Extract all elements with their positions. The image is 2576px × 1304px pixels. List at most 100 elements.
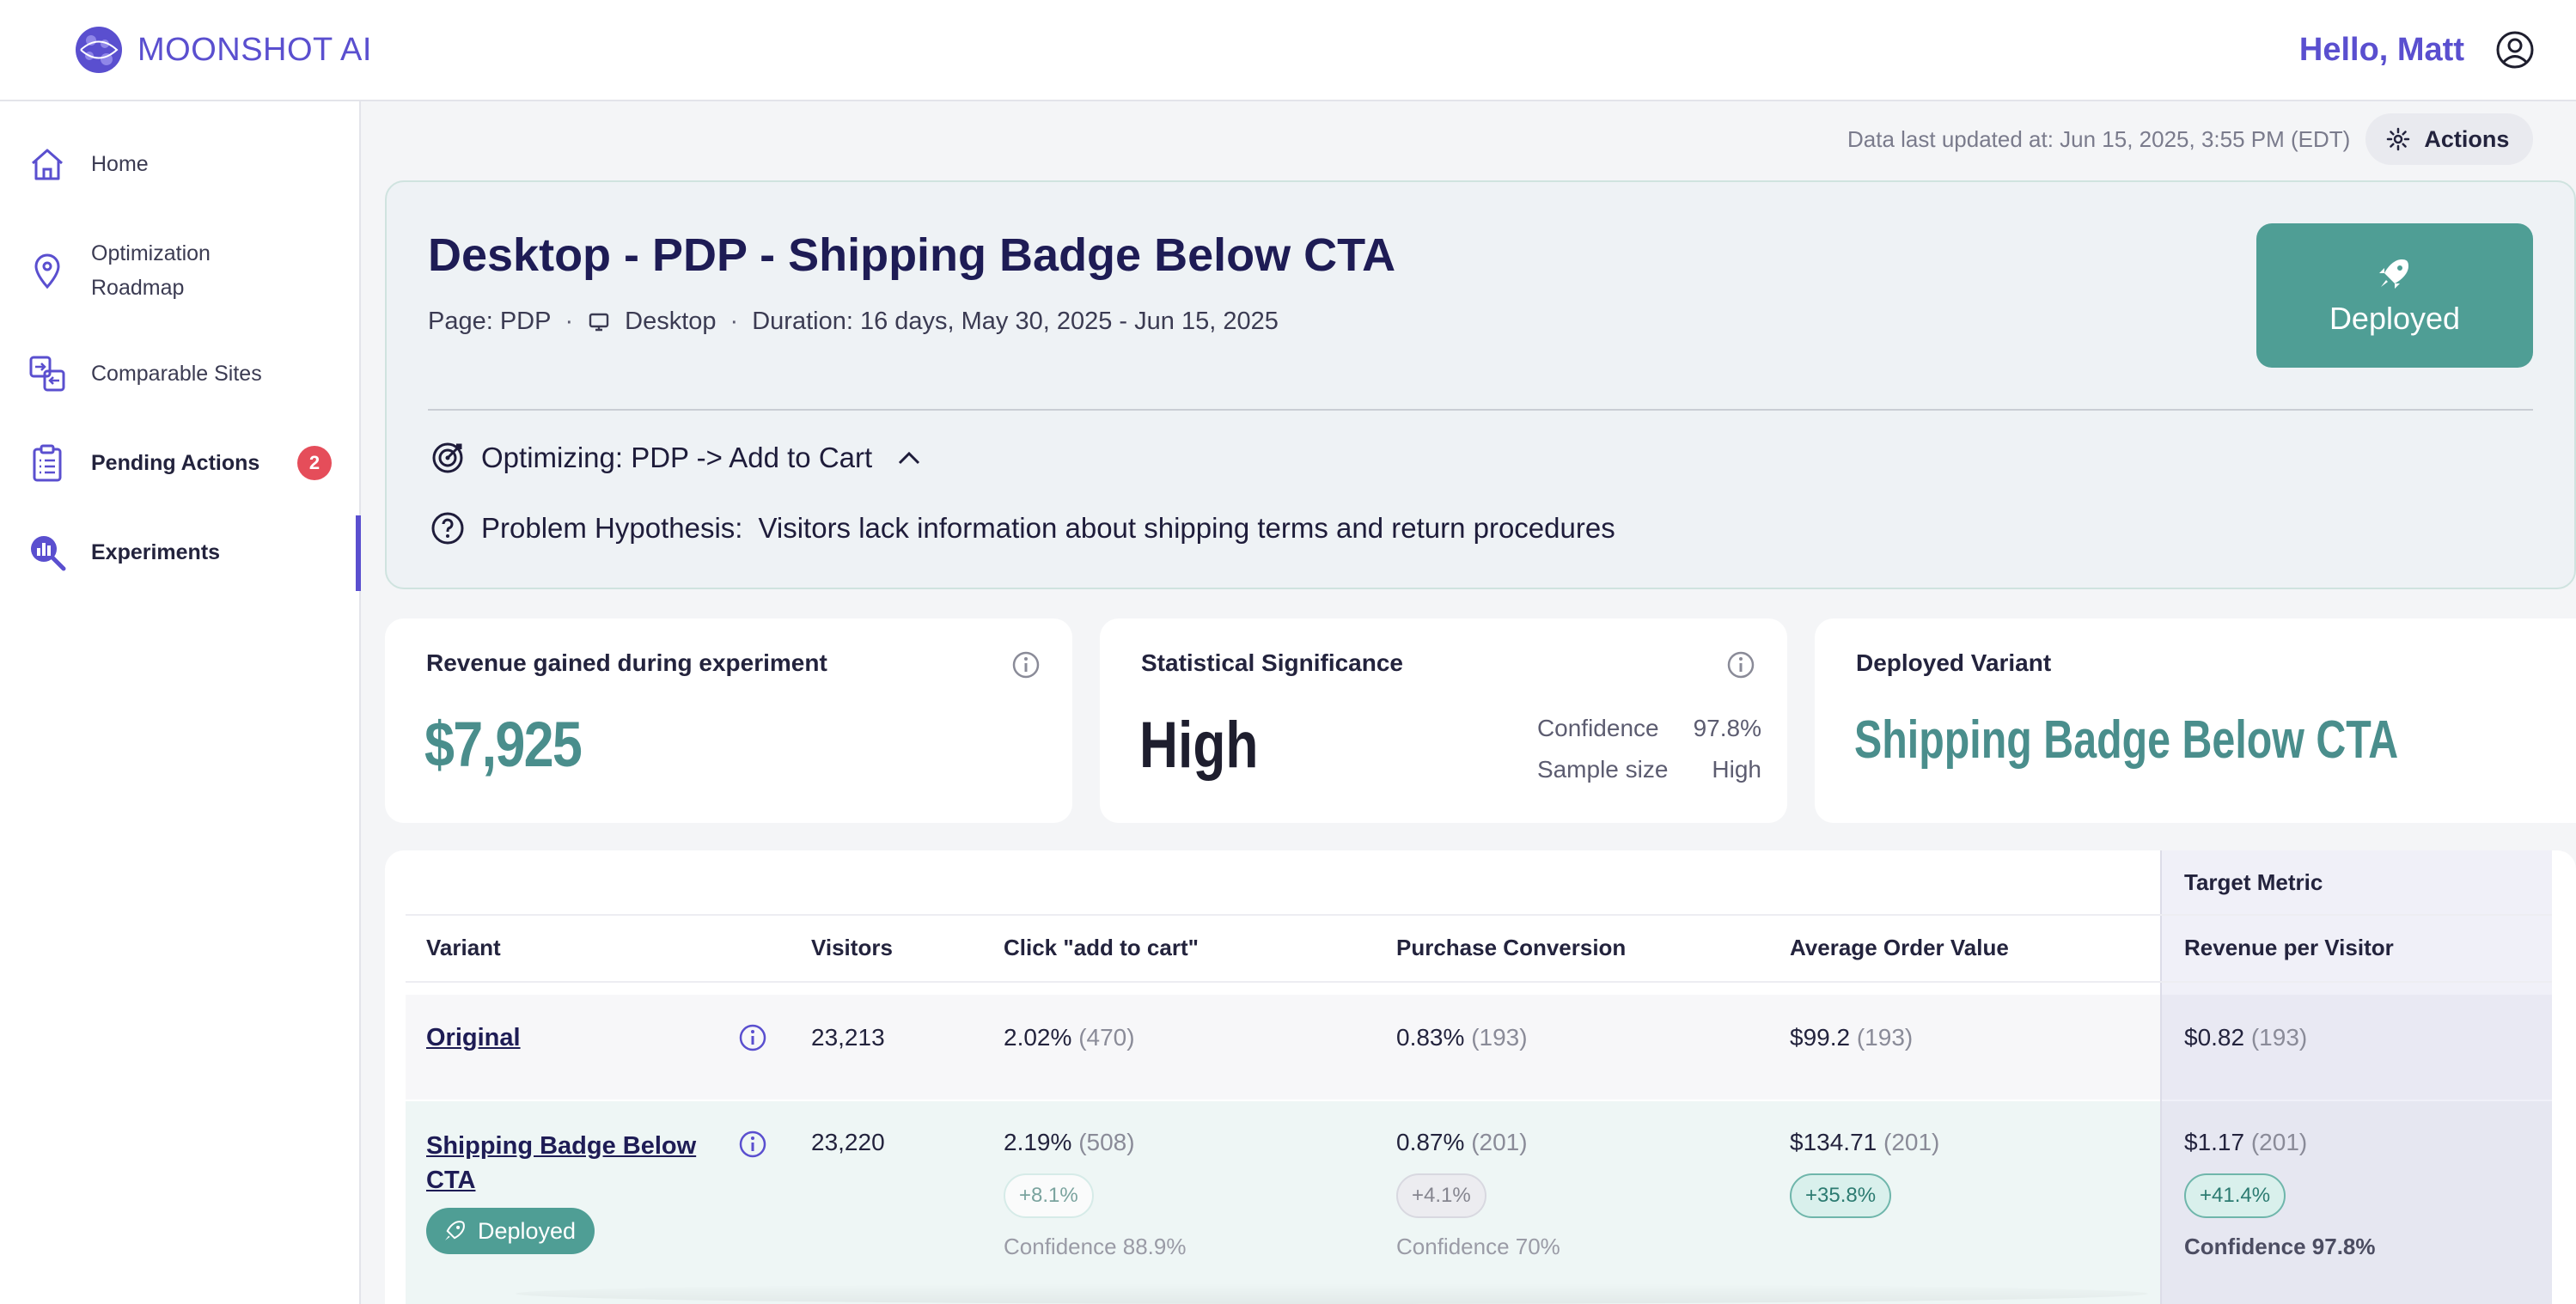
confidence-value: 97.8% bbox=[1693, 715, 1761, 741]
column-header-variant: Variant bbox=[426, 935, 501, 960]
sidebar-item-experiments[interactable]: Experiments bbox=[0, 526, 359, 579]
separator: · bbox=[565, 308, 574, 335]
significance-card: Statistical Significance High Confidence… bbox=[1100, 618, 1787, 823]
table-row bbox=[406, 995, 2160, 1100]
divider bbox=[406, 914, 2552, 916]
sidebar-item-optimization-roadmap[interactable]: Optimization Roadmap bbox=[0, 232, 359, 309]
compare-icon bbox=[29, 356, 65, 392]
info-icon[interactable] bbox=[1010, 649, 1041, 680]
home-icon bbox=[32, 149, 63, 180]
variant-link-shipping-badge[interactable]: Shipping Badge Below CTA bbox=[426, 1132, 697, 1194]
last-updated-text: Data last updated at: Jun 15, 2025, 3:55… bbox=[1847, 125, 2351, 152]
sidebar-item-home[interactable]: Home bbox=[0, 137, 359, 191]
confidence-text: Confidence 70% bbox=[1396, 1234, 1560, 1259]
pending-count-badge: 2 bbox=[297, 446, 332, 480]
sample-size-value: High bbox=[1712, 756, 1761, 783]
sidebar-item-pending-actions[interactable]: Pending Actions 2 bbox=[0, 436, 359, 490]
info-icon[interactable] bbox=[737, 1022, 768, 1053]
scroll-shadow bbox=[516, 1283, 2148, 1304]
revenue-value: $7,925 bbox=[424, 709, 583, 780]
column-header-aov: Average Order Value bbox=[1790, 935, 2009, 960]
rocket-icon bbox=[2379, 259, 2408, 289]
sidebar-item-label: Home bbox=[91, 152, 149, 176]
actions-button[interactable]: Actions bbox=[2365, 113, 2534, 165]
chart-search-icon bbox=[31, 536, 66, 571]
pc-value: 0.83% (193) bbox=[1396, 1024, 1528, 1051]
gear-icon bbox=[2387, 127, 2410, 151]
sidebar: Home Optimization Roadmap Comparable Sit… bbox=[0, 101, 361, 1304]
column-header-revenue-per-visitor: Revenue per Visitor bbox=[2184, 935, 2394, 960]
variants-table: Target Metric Variant Visitors Click "ad… bbox=[385, 850, 2576, 1304]
deployed-label: Deployed bbox=[2329, 301, 2461, 336]
significance-label: Statistical Significance bbox=[1141, 649, 1403, 676]
confidence-text: Confidence 97.8% bbox=[2184, 1234, 2376, 1259]
pc-value: 0.87% (201) bbox=[1396, 1129, 1528, 1155]
deployed-badge-label: Deployed bbox=[478, 1217, 577, 1244]
target-metric-header: Target Metric bbox=[2184, 869, 2323, 895]
sidebar-item-label: Experiments bbox=[91, 540, 221, 564]
confidence-text: Confidence 88.9% bbox=[1004, 1234, 1187, 1259]
sidebar-item-label: Comparable Sites bbox=[91, 362, 262, 386]
deployed-variant-label: Deployed Variant bbox=[1856, 649, 2052, 676]
column-header-purchase-conversion: Purchase Conversion bbox=[1396, 935, 1627, 960]
divider bbox=[428, 409, 2533, 411]
sidebar-item-label: Pending Actions bbox=[91, 451, 260, 475]
atc-value: 2.02% (470) bbox=[1004, 1024, 1135, 1051]
rocket-icon bbox=[445, 1221, 465, 1240]
confidence-label: Confidence bbox=[1536, 715, 1659, 741]
sidebar-item-comparable-sites[interactable]: Comparable Sites bbox=[0, 347, 359, 400]
table-row-target-cell bbox=[2162, 995, 2552, 1100]
map-pin-icon bbox=[34, 253, 60, 289]
deployed-badge: Deployed bbox=[426, 1208, 595, 1254]
hypothesis-label: Problem Hypothesis: bbox=[481, 512, 743, 544]
revenue-card: Revenue gained during experiment $7,925 bbox=[385, 618, 1072, 823]
significance-details: Confidence 97.8% Sample size High bbox=[1537, 708, 1761, 790]
lift-badge: +4.1% bbox=[1396, 1173, 1486, 1218]
logo[interactable]: MOONSHOT AI bbox=[74, 25, 372, 75]
aov-value: $134.71 (201) bbox=[1790, 1129, 1940, 1155]
experiment-meta: Page: PDP · Desktop · Duration: 16 days,… bbox=[428, 308, 1279, 336]
hypothesis-row: Problem Hypothesis: Visitors lack inform… bbox=[430, 510, 1615, 546]
lift-badge: +41.4% bbox=[2184, 1173, 2286, 1218]
visitors-value: 23,213 bbox=[811, 1024, 885, 1051]
significance-value: High bbox=[1139, 709, 1259, 782]
info-icon[interactable] bbox=[1725, 649, 1756, 680]
user-account-icon[interactable] bbox=[2495, 30, 2535, 70]
optimizing-row[interactable]: Optimizing: PDP -> Add to Cart bbox=[430, 440, 924, 476]
sample-size-label: Sample size bbox=[1536, 756, 1669, 783]
user-area: Hello, Matt bbox=[2299, 30, 2535, 70]
top-bar: MOONSHOT AI Hello, Matt bbox=[0, 0, 2576, 101]
visitors-value: 23,220 bbox=[811, 1129, 885, 1155]
variant-link-original[interactable]: Original bbox=[426, 1024, 521, 1051]
revenue-label: Revenue gained during experiment bbox=[426, 649, 827, 676]
actions-label: Actions bbox=[2424, 125, 2510, 152]
rpv-value: $1.17 (201) bbox=[2184, 1129, 2308, 1155]
brand-name: MOONSHOT AI bbox=[137, 31, 372, 68]
info-icon[interactable] bbox=[737, 1129, 768, 1160]
rpv-value: $0.82 (193) bbox=[2184, 1024, 2308, 1051]
deployed-variant-value: Shipping Badge Below CTA bbox=[1854, 710, 2399, 770]
duration-label: Duration: 16 days, May 30, 2025 - Jun 15… bbox=[752, 308, 1279, 335]
column-header-visitors: Visitors bbox=[811, 935, 893, 960]
page-title: Desktop - PDP - Shipping Badge Below CTA bbox=[428, 229, 1396, 281]
lift-badge: +35.8% bbox=[1790, 1173, 1892, 1218]
separator: · bbox=[729, 308, 739, 335]
lift-badge: +8.1% bbox=[1004, 1173, 1094, 1218]
column-header-add-to-cart: Click "add to cart" bbox=[1004, 935, 1199, 960]
moonshot-logo-icon bbox=[76, 27, 122, 73]
page-label: Page: PDP bbox=[428, 308, 552, 335]
deployed-variant-card: Deployed Variant Shipping Badge Below CT… bbox=[1815, 618, 2576, 823]
chevron-up-icon[interactable] bbox=[894, 443, 924, 472]
active-indicator bbox=[356, 515, 361, 591]
monitor-icon bbox=[589, 313, 609, 331]
optimizing-label: Optimizing: PDP -> Add to Cart bbox=[481, 442, 873, 473]
question-icon bbox=[431, 512, 464, 545]
target-icon bbox=[432, 442, 463, 473]
deployed-status-card: Deployed bbox=[2256, 223, 2533, 368]
hypothesis-text: Visitors lack information about shipping… bbox=[758, 512, 1615, 544]
experiment-summary: Desktop - PDP - Shipping Badge Below CTA… bbox=[385, 180, 2576, 589]
greeting: Hello, Matt bbox=[2298, 31, 2464, 68]
clipboard-icon bbox=[33, 444, 62, 482]
atc-value: 2.19% (508) bbox=[1004, 1129, 1135, 1155]
divider bbox=[406, 981, 2552, 983]
